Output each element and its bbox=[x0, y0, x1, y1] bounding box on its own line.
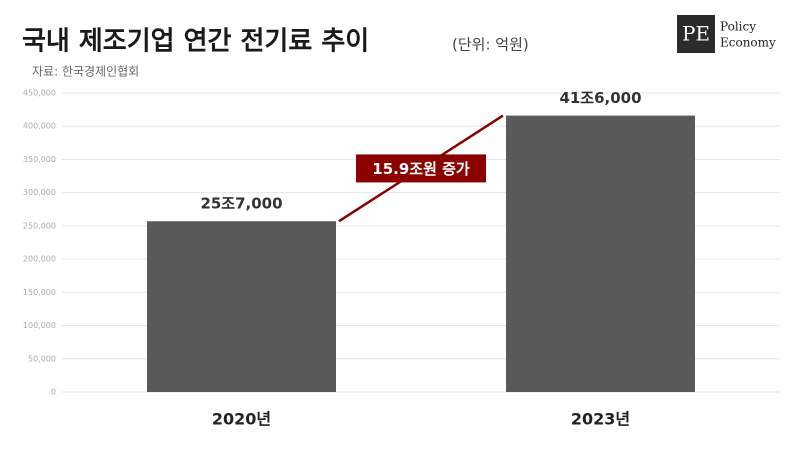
annotation-box bbox=[356, 154, 486, 183]
value-label: 25조7,000 bbox=[200, 195, 282, 213]
logo-box bbox=[677, 15, 715, 53]
annotation: 15.9조원 증가 bbox=[372, 160, 470, 178]
y-tick-label: 100,000 bbox=[23, 321, 56, 330]
x-tick-label: 2020년 bbox=[212, 410, 271, 429]
logo-text: Policy bbox=[720, 20, 756, 34]
source: 자료: 한국경제인협회 bbox=[32, 65, 139, 79]
y-tick-label: 0 bbox=[51, 388, 56, 397]
x-tick-label: 2023년 bbox=[571, 410, 630, 429]
y-tick-label: 300,000 bbox=[23, 188, 56, 197]
y-tick-label: 50,000 bbox=[28, 354, 56, 363]
y-tick-label: 400,000 bbox=[23, 122, 56, 131]
y-tick-label: 450,000 bbox=[23, 89, 56, 98]
chart-subtitle: (단위: 억원) bbox=[452, 36, 529, 54]
y-tick-label: 150,000 bbox=[23, 288, 56, 297]
value-label: 41조6,000 bbox=[559, 89, 641, 107]
y-tick-label: 250,000 bbox=[23, 221, 56, 230]
chart-title: 국내 제조기업 연간 전기료 추이 bbox=[22, 27, 369, 57]
bar bbox=[506, 115, 695, 392]
y-tick-label: 350,000 bbox=[23, 155, 56, 164]
logo-text: Economy bbox=[720, 36, 776, 50]
y-tick-label: 200,000 bbox=[23, 255, 56, 264]
logo-mark: PE bbox=[682, 22, 710, 46]
bar bbox=[147, 221, 336, 392]
